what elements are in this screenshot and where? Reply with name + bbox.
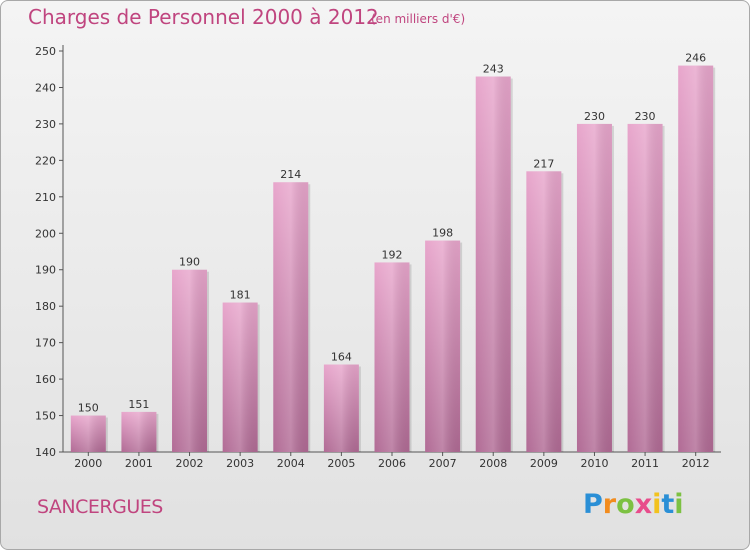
y-tick-label: 200 bbox=[35, 227, 56, 240]
x-tick-label: 2007 bbox=[429, 457, 457, 470]
chart-labels: 150 2000 151 2001 190 2002 181 2003 214 2004 164 20… bbox=[74, 52, 709, 470]
bar-highlight bbox=[172, 269, 208, 452]
x-tick-label: 2005 bbox=[327, 457, 355, 470]
value-label: 192 bbox=[382, 248, 403, 261]
x-tick-label: 2008 bbox=[479, 457, 507, 470]
bar-highlight bbox=[374, 262, 410, 452]
x-tick-label: 2004 bbox=[277, 457, 305, 470]
y-tick-label: 170 bbox=[35, 337, 56, 350]
logo-letter: x bbox=[634, 489, 653, 520]
proxiti-logo: Proxiti bbox=[583, 489, 684, 520]
value-label: 230 bbox=[635, 110, 656, 123]
bar-highlight bbox=[222, 302, 258, 452]
x-tick-label: 2009 bbox=[530, 457, 558, 470]
value-label: 243 bbox=[483, 63, 504, 76]
x-tick-label: 2011 bbox=[631, 457, 659, 470]
y-tick-label: 180 bbox=[35, 300, 56, 313]
logo-letter: i bbox=[652, 489, 662, 520]
bar-highlight bbox=[273, 182, 309, 452]
value-label: 150 bbox=[78, 402, 99, 415]
logo-letter: t bbox=[661, 489, 675, 520]
logo-letter: P bbox=[583, 489, 603, 520]
bar-highlight bbox=[627, 123, 663, 452]
y-tick-label: 190 bbox=[35, 264, 56, 277]
bar-highlight bbox=[121, 411, 157, 452]
value-label: 217 bbox=[533, 157, 554, 170]
x-tick-label: 2010 bbox=[580, 457, 608, 470]
value-label: 164 bbox=[331, 351, 352, 364]
y-tick-label: 150 bbox=[35, 410, 56, 423]
commune-name: SANCERGUES bbox=[37, 496, 163, 518]
bar-highlight bbox=[526, 171, 562, 453]
logo-letter: o bbox=[616, 489, 635, 520]
chart-axes: 140 150 160 170 180 190 200 210 220 230 240 250 bbox=[35, 45, 721, 459]
value-label: 198 bbox=[432, 227, 453, 240]
bar-highlight bbox=[678, 65, 714, 452]
y-tick-label: 140 bbox=[35, 446, 56, 459]
x-tick-label: 2006 bbox=[378, 457, 406, 470]
bar-highlight bbox=[70, 415, 106, 452]
value-label: 230 bbox=[584, 110, 605, 123]
value-label: 190 bbox=[179, 256, 200, 269]
value-label: 181 bbox=[230, 289, 251, 302]
y-tick-label: 230 bbox=[35, 118, 56, 131]
value-label: 246 bbox=[685, 52, 706, 65]
logo-letter: r bbox=[602, 489, 617, 520]
x-tick-label: 2000 bbox=[74, 457, 102, 470]
x-tick-label: 2002 bbox=[176, 457, 204, 470]
x-tick-label: 2003 bbox=[226, 457, 254, 470]
chart-bars bbox=[70, 65, 716, 453]
y-tick-label: 160 bbox=[35, 373, 56, 386]
y-tick-label: 250 bbox=[35, 45, 56, 58]
y-tick-label: 240 bbox=[35, 81, 56, 94]
chart-title: Charges de Personnel 2000 à 2012 bbox=[28, 5, 379, 29]
y-tick-label: 210 bbox=[35, 191, 56, 204]
value-label: 214 bbox=[280, 168, 301, 181]
value-label: 151 bbox=[128, 398, 149, 411]
bar-highlight bbox=[576, 123, 612, 452]
y-tick-label: 220 bbox=[35, 154, 56, 167]
logo-letter: i bbox=[674, 489, 684, 520]
x-tick-label: 2001 bbox=[125, 457, 153, 470]
chart-subtitle: (en milliers d'€) bbox=[371, 12, 466, 26]
bar-highlight bbox=[475, 76, 511, 452]
bar-highlight bbox=[323, 364, 359, 452]
x-tick-label: 2012 bbox=[682, 457, 710, 470]
bar-highlight bbox=[425, 240, 461, 452]
